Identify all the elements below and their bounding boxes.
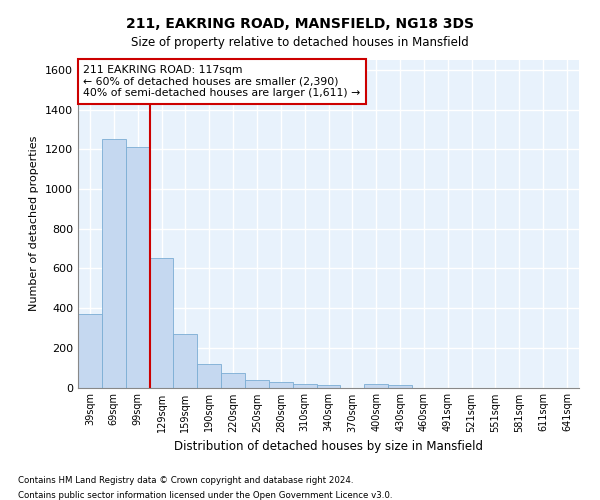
Bar (364, 384, 388, 388)
Y-axis label: Number of detached properties: Number of detached properties (29, 136, 40, 312)
Bar (245, 380, 269, 388)
Bar (221, 372, 245, 388)
Bar (293, 384, 317, 388)
Text: Contains HM Land Registry data © Crown copyright and database right 2024.: Contains HM Land Registry data © Crown c… (18, 476, 353, 485)
Bar (197, 364, 221, 388)
Bar (173, 334, 197, 388)
Bar (78, 314, 102, 388)
Bar (317, 384, 340, 388)
Bar (149, 258, 173, 388)
Bar (102, 140, 126, 388)
Text: 211, EAKRING ROAD, MANSFIELD, NG18 3DS: 211, EAKRING ROAD, MANSFIELD, NG18 3DS (126, 18, 474, 32)
Bar (126, 148, 149, 388)
Text: Size of property relative to detached houses in Mansfield: Size of property relative to detached ho… (131, 36, 469, 49)
Bar (388, 384, 412, 388)
Text: 211 EAKRING ROAD: 117sqm
← 60% of detached houses are smaller (2,390)
40% of sem: 211 EAKRING ROAD: 117sqm ← 60% of detach… (83, 65, 360, 98)
Bar (269, 382, 293, 388)
X-axis label: Distribution of detached houses by size in Mansfield: Distribution of detached houses by size … (174, 440, 483, 453)
Text: Contains public sector information licensed under the Open Government Licence v3: Contains public sector information licen… (18, 491, 392, 500)
